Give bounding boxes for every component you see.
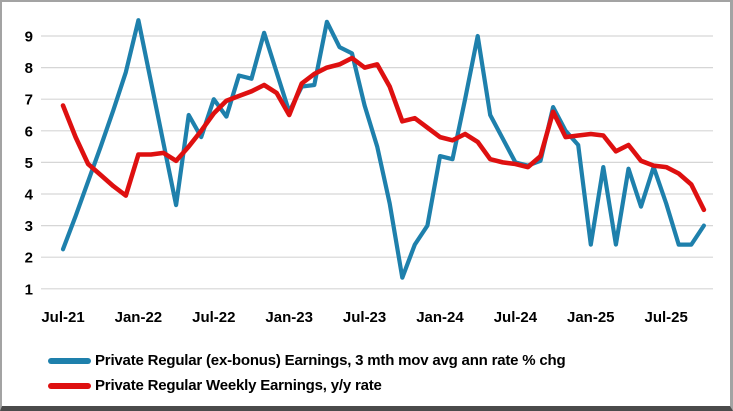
x-axis-tick-label: Jan-24 <box>416 309 464 326</box>
y-axis-tick-label: 1 <box>25 281 33 298</box>
x-axis-tick-label: Jan-23 <box>265 309 313 326</box>
series-line-red <box>60 55 707 213</box>
x-axis-tick-label: Jul-23 <box>343 309 386 326</box>
legend-label-red: Private Regular Weekly Earnings, y/y rat… <box>95 377 382 394</box>
x-axis-tick-label: Jul-21 <box>41 309 84 326</box>
series-line-blue <box>60 18 707 280</box>
blue-line-swatch-icon <box>48 357 91 364</box>
x-axis-tick-label: Jan-22 <box>115 309 163 326</box>
x-axis-tick-label: Jan-25 <box>567 309 615 326</box>
legend-label-blue: Private Regular (ex-bonus) Earnings, 3 m… <box>95 352 566 369</box>
x-axis-tick-label: Jul-25 <box>644 309 687 326</box>
y-axis-tick-label: 4 <box>25 187 34 204</box>
y-axis-tick-label: 8 <box>25 60 33 77</box>
red-line-swatch-icon <box>48 382 91 389</box>
x-axis-tick-label: Jul-22 <box>192 309 235 326</box>
y-axis-tick-label: 3 <box>25 218 33 235</box>
legend-item-red: Private Regular Weekly Earnings, y/y rat… <box>48 373 565 398</box>
y-axis-tick-label: 2 <box>25 250 33 267</box>
x-axis-tick-label: Jul-24 <box>494 309 538 326</box>
chart-legend: Private Regular (ex-bonus) Earnings, 3 m… <box>48 348 566 398</box>
y-axis-tick-label: 7 <box>25 92 33 109</box>
y-axis-tick-label: 9 <box>25 29 33 46</box>
y-axis-tick-label: 5 <box>25 155 33 172</box>
legend-item-blue: Private Regular (ex-bonus) Earnings, 3 m… <box>48 348 566 373</box>
chart-plot-area: 1 2 3 4 5 6 7 8 9 Jul-21 Jan-22 Jul-22 Jan-23 Jul-23 J… <box>25 18 713 326</box>
y-axis-tick-label: 6 <box>25 123 33 140</box>
